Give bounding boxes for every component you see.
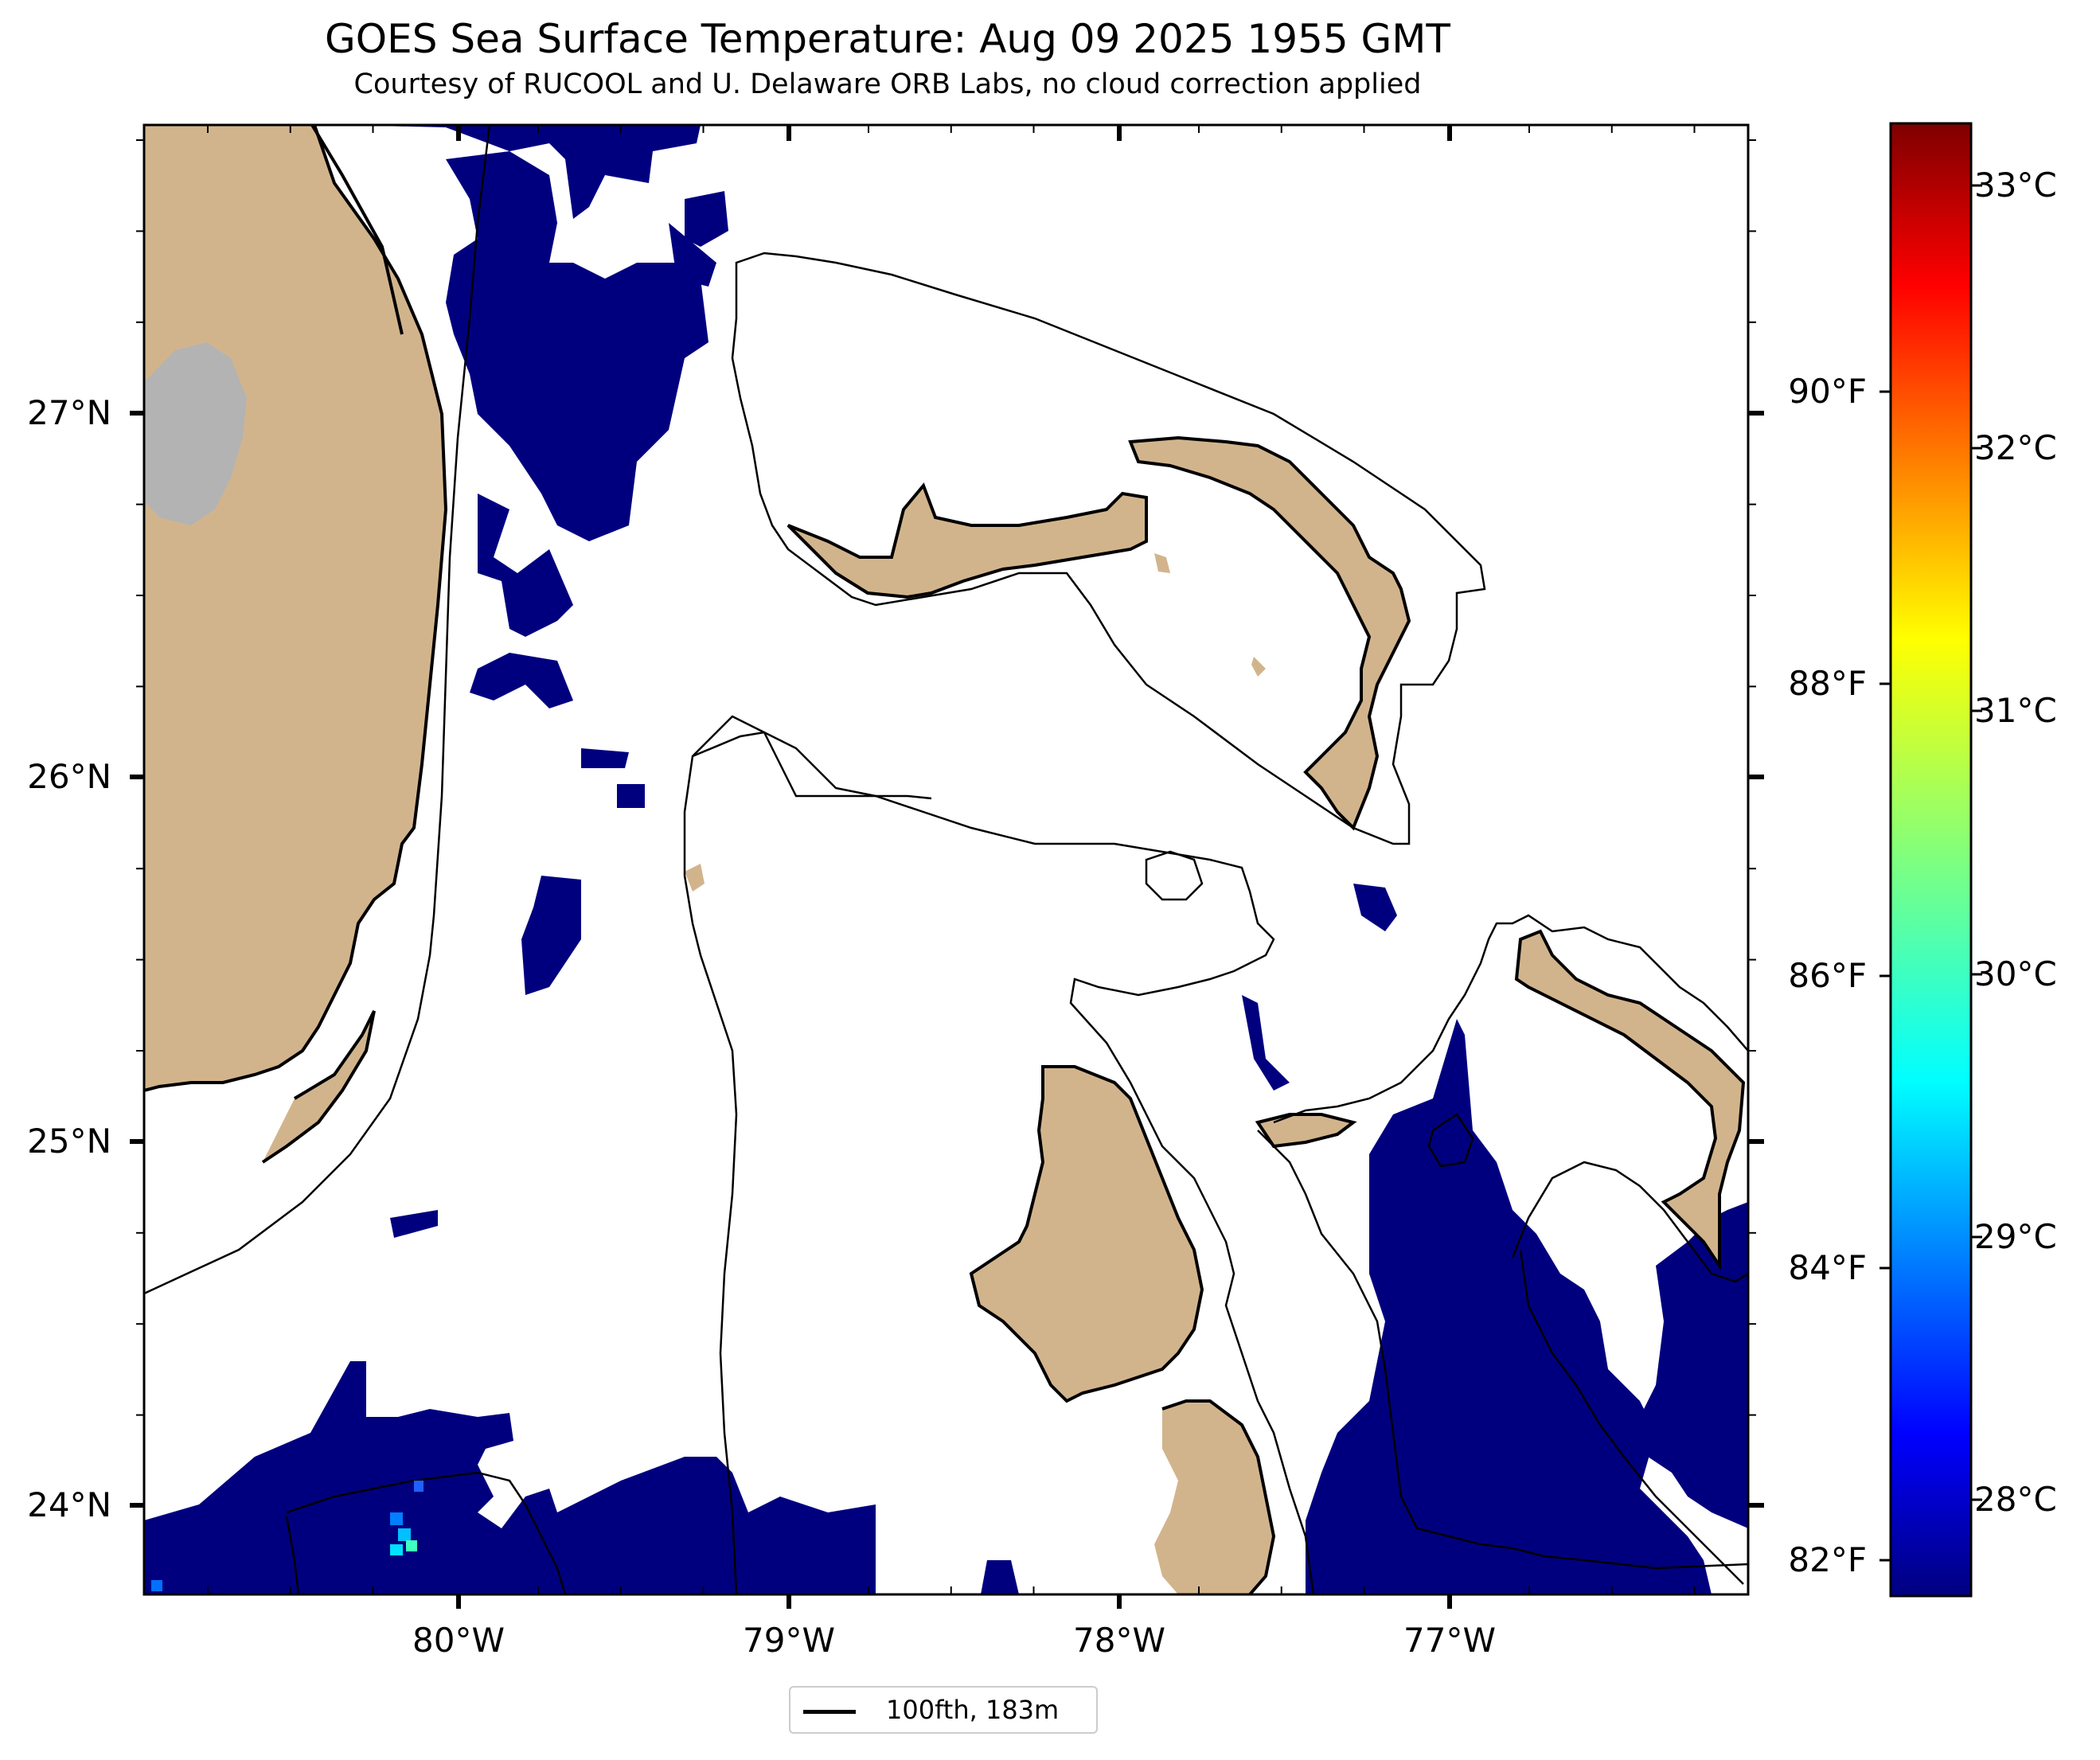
keys-coast-line [261,1010,376,1164]
cold-water-patch-small-3 [617,784,645,808]
isobath-southwest [286,1471,567,1594]
cold-water-patch-far-east [1640,1202,1748,1528]
cold-water-patch-east [1306,1019,1712,1594]
map-tick-marks [130,125,1764,1609]
legend-label: 100fth, 183m [886,1695,1060,1725]
cold-water-patch-east-north [685,191,728,247]
small-cay-1 [1154,553,1170,573]
andros-coast-line [969,1065,1204,1403]
barrier-island-line [310,125,404,335]
cold-water-pixels [144,125,1748,1594]
eleuthera-island [1516,931,1743,1266]
lat-tick-label: 24°N [27,1485,111,1524]
cold-water-patch-small-4 [390,1210,438,1238]
isobath-little-bahama-bank [731,252,1486,845]
fahrenheit-label: 86°F [1788,956,1867,995]
coastline-outlines [144,125,1746,1594]
warm-pixel [398,1528,411,1541]
grand-bahama-island [788,486,1146,597]
map-legend: 100fth, 183m [789,1686,1098,1734]
isobath-cay-sal-west [285,1516,300,1594]
lon-tick-label: 79°W [743,1621,835,1660]
isobath-exuma-sound [1511,1161,1748,1283]
celsius-label: 32°C [1974,428,2057,467]
cold-water-patch-straits [446,151,708,541]
cold-water-patch-cluster [521,876,581,995]
latitude-axis: 27°N 26°N 25°N 24°N [27,393,111,1524]
cold-water-patch-southwest [144,1361,876,1594]
lon-tick-label: 80°W [412,1621,505,1660]
cold-water-patch-ne [669,223,716,287]
colorbar: 33°C 32°C 31°C 30°C 29°C 28°C 90°F 88°F … [1788,122,2057,1598]
cold-water-patch-andros-south [981,1560,1019,1594]
celsius-label: 33°C [1974,166,2057,205]
isobath-tongue-of-ocean [1257,1130,1748,1570]
lake-okeechobee [144,342,247,525]
lat-tick-label: 25°N [27,1122,111,1161]
warmer-water-pixels [151,1481,424,1591]
isobath-great-bahama-bank [683,715,932,1594]
eleuthera-coast-line [1514,929,1746,1271]
fahrenheit-label: 88°F [1788,664,1867,703]
fahrenheit-label: 82°F [1788,1540,1867,1579]
celsius-label: 30°C [1974,954,2057,993]
map-title: GOES Sea Surface Temperature: Aug 09 202… [325,16,1450,62]
berry-islands [1258,1114,1353,1146]
cold-water-patch-tongue [1242,995,1290,1091]
warm-pixel [414,1481,424,1492]
florida-coast-line [144,125,448,1092]
celsius-label: 29°C [1974,1217,2057,1256]
isobath-100fth [144,125,1748,1594]
andros-south-coast-line [1161,1399,1276,1594]
isobath-exuma-inner [1519,1249,1744,1585]
fahrenheit-label: 90°F [1788,372,1867,411]
great-abaco-island [1130,438,1409,828]
warm-pixel [406,1540,417,1551]
warm-pixel [390,1544,403,1555]
isobath-cay-sal-ring [1145,850,1204,901]
lat-tick-label: 27°N [27,393,111,432]
map-subtitle: Courtesy of RUCOOL and U. Delaware ORB L… [353,68,1422,100]
cold-water-patch-mid [478,494,573,637]
grand-bahama-coast-line [787,482,1148,599]
isobath-florida-shelf [144,125,491,1295]
warm-pixel [151,1580,162,1591]
map-frame [142,123,1750,1596]
isobath-bank-loop [1427,1113,1474,1168]
andros-south [1154,1401,1274,1594]
lon-tick-label: 78°W [1073,1621,1165,1660]
cold-water-patch-small-2 [581,748,629,768]
cold-water-patch-north [342,125,701,219]
abaco-coast-line [1128,435,1411,831]
lat-tick-label: 26°N [27,757,111,796]
isobath-exumas [1273,914,1748,1124]
colorbar-gradient [1889,122,1973,1598]
map-area [144,125,1748,1594]
andros-island [971,1067,1202,1401]
colorbar-ticks [1879,184,1982,1562]
celsius-label: 28°C [1974,1480,2057,1519]
small-cay-2 [1251,657,1266,677]
fahrenheit-label: 84°F [1788,1248,1867,1287]
celsius-label: 31°C [1974,691,2057,730]
legend-line-sample [803,1710,856,1714]
isobath-bank-edge [692,731,1315,1594]
land-masses [144,125,1743,1594]
longitude-axis: 80°W 79°W 78°W 77°W [412,1621,1496,1660]
cold-water-patch-small-1 [470,653,573,708]
florida-keys [263,1011,374,1162]
bimini-islands [685,864,705,892]
lon-tick-label: 77°W [1403,1621,1496,1660]
warm-pixel [390,1512,403,1525]
cold-water-patch-nw-channel [1353,884,1397,931]
